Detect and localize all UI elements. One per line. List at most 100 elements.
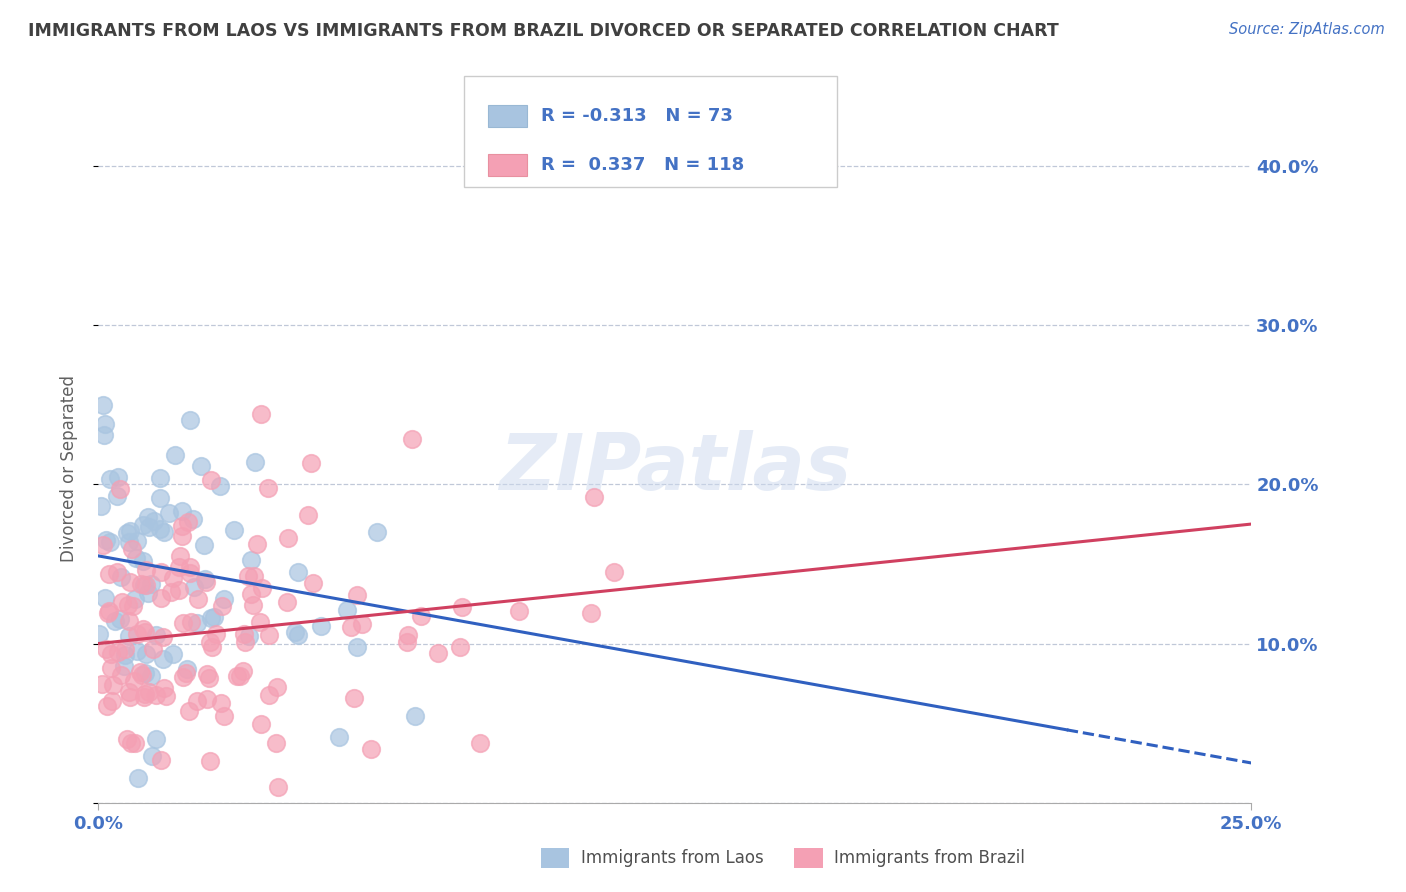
Point bbox=[360, 741, 382, 756]
Point bbox=[257, 481, 280, 495]
Point bbox=[108, 611, 131, 625]
Point bbox=[212, 708, 235, 723]
Point bbox=[104, 614, 127, 628]
Point bbox=[149, 591, 172, 605]
Point bbox=[132, 690, 155, 704]
Point bbox=[396, 628, 419, 642]
Point bbox=[200, 611, 222, 625]
Point bbox=[96, 698, 118, 713]
Point bbox=[142, 642, 165, 657]
Point bbox=[200, 473, 222, 487]
Point bbox=[94, 642, 117, 657]
Point bbox=[172, 519, 194, 533]
Point bbox=[118, 629, 141, 643]
Point bbox=[90, 677, 112, 691]
Point bbox=[582, 490, 605, 504]
Point bbox=[181, 512, 204, 526]
Point bbox=[284, 625, 307, 640]
Point bbox=[277, 532, 299, 546]
Point bbox=[309, 618, 332, 632]
Point bbox=[297, 508, 319, 522]
Point bbox=[149, 471, 172, 485]
Point bbox=[201, 640, 224, 654]
Point bbox=[114, 642, 136, 657]
Point bbox=[426, 646, 449, 660]
Point bbox=[98, 472, 121, 486]
Point bbox=[141, 577, 163, 591]
Point bbox=[153, 681, 176, 696]
Point bbox=[132, 622, 155, 636]
Point bbox=[120, 736, 142, 750]
Point bbox=[125, 533, 148, 548]
Point bbox=[110, 570, 132, 584]
Point bbox=[118, 575, 141, 590]
Point bbox=[98, 535, 121, 549]
Point bbox=[190, 459, 212, 474]
Point bbox=[395, 635, 418, 649]
Point bbox=[155, 690, 177, 704]
Point bbox=[93, 591, 115, 605]
Point bbox=[122, 599, 145, 613]
Point bbox=[145, 731, 167, 746]
Point bbox=[145, 627, 167, 641]
Point bbox=[179, 413, 201, 427]
Point bbox=[172, 615, 194, 630]
Point bbox=[233, 634, 256, 648]
Point bbox=[91, 398, 114, 412]
Point bbox=[118, 535, 141, 549]
Point bbox=[97, 566, 120, 581]
Point bbox=[266, 736, 288, 750]
Point bbox=[107, 489, 129, 503]
Point bbox=[87, 627, 110, 641]
Point bbox=[143, 514, 166, 528]
Point bbox=[114, 648, 136, 662]
Point bbox=[134, 687, 156, 701]
Point bbox=[340, 620, 363, 634]
Point bbox=[118, 524, 141, 539]
Point bbox=[138, 520, 160, 534]
Point bbox=[257, 688, 280, 702]
Text: Immigrants from Laos: Immigrants from Laos bbox=[581, 849, 763, 867]
Point bbox=[127, 644, 149, 658]
Point bbox=[246, 537, 269, 551]
Point bbox=[343, 691, 366, 706]
Point bbox=[328, 730, 350, 744]
Point bbox=[195, 691, 218, 706]
Point bbox=[129, 577, 152, 591]
Point bbox=[266, 681, 288, 695]
Point bbox=[145, 689, 167, 703]
Text: R =  0.337   N = 118: R = 0.337 N = 118 bbox=[541, 156, 745, 174]
Point bbox=[346, 640, 368, 655]
Point bbox=[243, 455, 266, 469]
Point bbox=[111, 595, 134, 609]
Point bbox=[193, 537, 215, 551]
Point bbox=[138, 585, 160, 599]
Point bbox=[120, 690, 142, 705]
Point bbox=[121, 541, 143, 556]
Text: Source: ZipAtlas.com: Source: ZipAtlas.com bbox=[1229, 22, 1385, 37]
Point bbox=[177, 704, 200, 718]
Point bbox=[131, 668, 153, 682]
Point bbox=[179, 566, 201, 580]
Point bbox=[236, 569, 259, 583]
Point bbox=[229, 668, 252, 682]
Point bbox=[124, 736, 146, 750]
Point bbox=[202, 610, 225, 624]
Point bbox=[250, 407, 273, 421]
Point bbox=[115, 525, 138, 540]
Point bbox=[122, 674, 145, 689]
Point bbox=[135, 577, 157, 591]
Point bbox=[96, 533, 118, 547]
Point bbox=[152, 652, 174, 666]
Point bbox=[118, 614, 141, 628]
Point bbox=[194, 572, 217, 586]
Point bbox=[97, 606, 120, 620]
Point bbox=[176, 515, 198, 529]
Point bbox=[107, 469, 129, 483]
Point bbox=[350, 616, 373, 631]
Point bbox=[250, 717, 273, 731]
Point bbox=[134, 624, 156, 639]
Point bbox=[163, 448, 186, 462]
Point bbox=[101, 678, 124, 692]
Point bbox=[195, 667, 218, 681]
